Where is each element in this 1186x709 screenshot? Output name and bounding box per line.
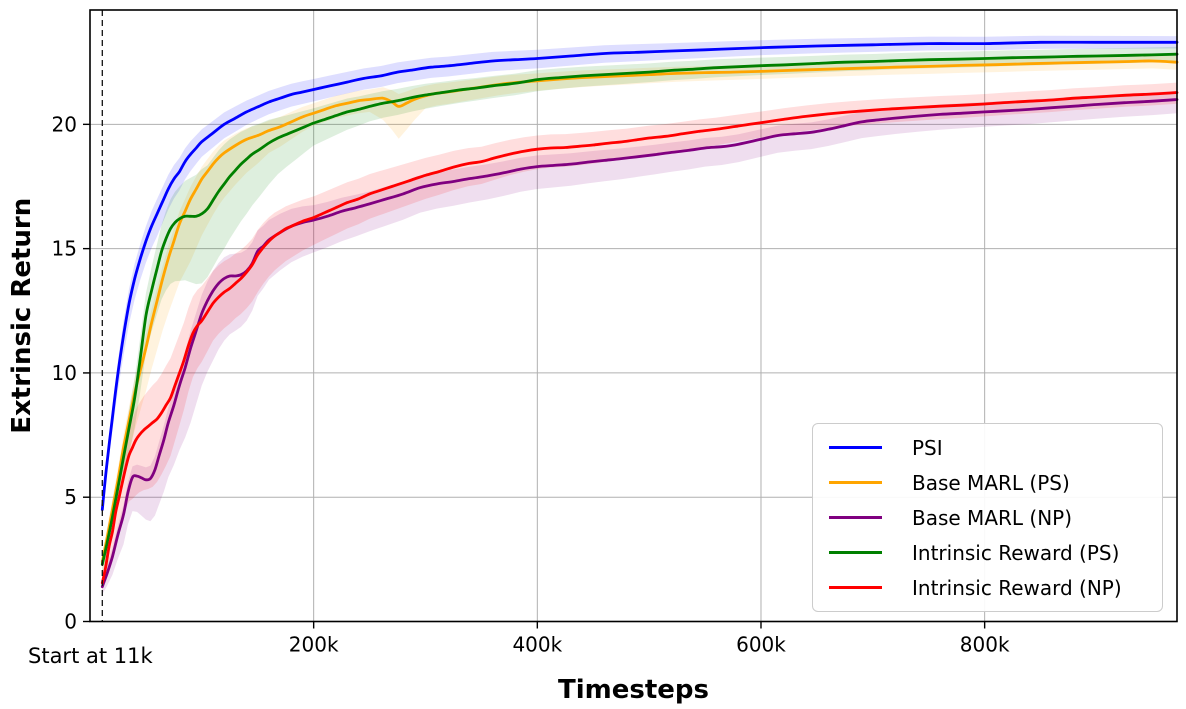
legend-line-swatch <box>829 586 882 589</box>
plot-border <box>89 9 1178 623</box>
legend-line-swatch <box>829 481 882 484</box>
legend-line-swatch <box>829 551 882 554</box>
x-axis-label: Timesteps <box>558 675 709 705</box>
start-annotation: Start at 11k <box>28 644 153 668</box>
confidence-band <box>102 82 1177 591</box>
y-tick-label: 0 <box>64 610 77 634</box>
legend-item: PSI <box>813 431 1162 465</box>
x-tick-label: 600k <box>736 633 786 657</box>
legend-label: Base MARL (PS) <box>912 470 1070 495</box>
x-tick-label: 800k <box>960 633 1010 657</box>
legend-item: Intrinsic Reward (PS) <box>813 536 1162 570</box>
legend-line-swatch <box>829 516 882 519</box>
y-axis-label: Extrinsic Return <box>7 198 37 434</box>
legend-label: Intrinsic Reward (NP) <box>912 575 1122 600</box>
confidence-band <box>102 90 1177 595</box>
legend-box: PSI Base MARL (PS) Base MARL (NP) Intrin… <box>812 423 1163 612</box>
series-line-intrinsic-reward-ps- <box>100 52 1179 566</box>
legend-line-swatch <box>829 446 882 449</box>
legend-item: Base MARL (NP) <box>813 501 1162 535</box>
legend-item: Base MARL (PS) <box>813 466 1162 500</box>
y-tick-label: 10 <box>52 361 77 385</box>
y-tick-label: 20 <box>52 112 77 136</box>
series-line-base-marl-np- <box>100 98 1179 589</box>
legend-label: PSI <box>912 435 943 460</box>
legend-label: Intrinsic Reward (PS) <box>912 540 1120 565</box>
series-line-base-marl-ps- <box>100 59 1179 564</box>
y-tick-label: 15 <box>52 237 77 261</box>
x-tick-label: 200k <box>289 633 339 657</box>
legend-label: Base MARL (NP) <box>912 505 1073 530</box>
series-line-psi <box>100 40 1179 512</box>
x-tick-label: 400k <box>512 633 562 657</box>
legend-item: Intrinsic Reward (NP) <box>813 571 1162 605</box>
y-tick-label: 5 <box>64 485 77 509</box>
series-line-intrinsic-reward-np- <box>100 91 1179 585</box>
